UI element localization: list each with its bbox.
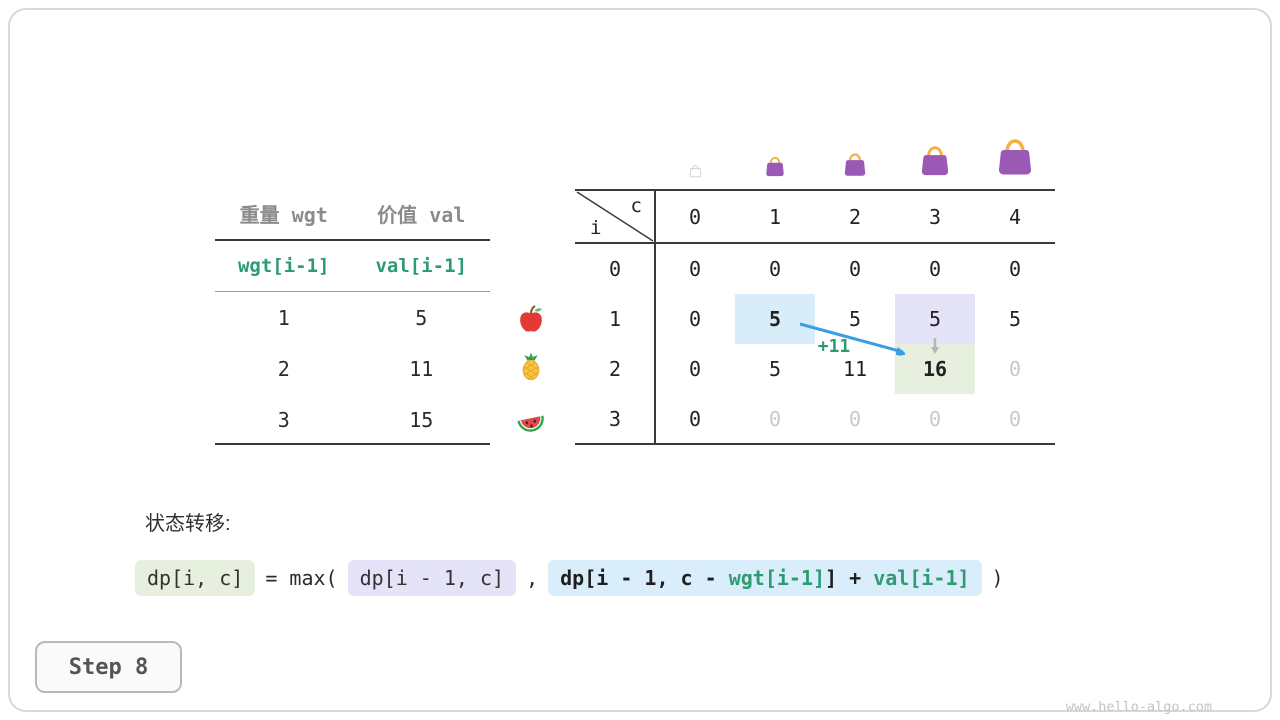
formula-close-paren: ) [991, 566, 1004, 590]
state-transition-heading: 状态转移: [145, 513, 231, 535]
dp-cell-3-4: 0 [1008, 407, 1022, 431]
item1-weight: 1 [277, 305, 290, 330]
bag-outline-icon [688, 163, 703, 178]
weight-table-formula-row: wgt[i-1] val[i-1] [215, 241, 490, 291]
dp-column-headers: 0 1 2 3 4 [655, 191, 1055, 243]
step-badge: Step 8 [35, 641, 182, 693]
dp-cell-1-3: 5 [895, 294, 975, 344]
col-header-0: 0 [688, 205, 702, 229]
dp-table-bottom-line [575, 443, 1055, 445]
dp-row-headers: 0 1 2 3 [576, 244, 654, 444]
item-axis-label: i [590, 217, 602, 239]
item2-weight: 2 [277, 356, 290, 381]
weight-table-row-3: 3 15 [215, 394, 490, 445]
watermelon-icon [515, 405, 547, 437]
dp-table-body: 0 0 0 0 0 0 5 5 5 5 0 5 11 16 0 0 0 0 0 … [655, 244, 1055, 444]
row-header-1: 1 [608, 307, 622, 331]
weight-table-divider-line [215, 291, 490, 292]
col-header-3: 3 [928, 205, 942, 229]
formula-lhs: dp[i, c] [135, 560, 256, 596]
val-formula-label: val[i-1] [375, 255, 467, 277]
dp-corner-cell: c i [575, 191, 655, 243]
formula-option2-prefix: dp[i - 1, c - [560, 566, 729, 590]
dp-cell-0-4: 0 [1008, 257, 1022, 281]
dp-cell-1-4: 5 [1008, 307, 1022, 331]
col-header-1: 1 [768, 205, 782, 229]
dp-cell-2-2: 11 [842, 357, 868, 381]
bag-xlarge-icon [993, 134, 1037, 178]
dp-cell-2-0: 0 [688, 357, 702, 381]
formula-option2: dp[i - 1, c - wgt[i-1]] + val[i-1] [548, 560, 982, 596]
value-header: 价值 val [377, 202, 466, 227]
formula-equals: = max( [265, 566, 338, 590]
dp-cell-1-0: 0 [688, 307, 702, 331]
item3-weight: 3 [277, 407, 290, 432]
formula-option2-mid: ] + [825, 566, 874, 590]
formula-option2-val: val[i-1] [873, 566, 970, 590]
weight-table-row-1: 1 5 [215, 292, 490, 343]
item3-value: 15 [409, 407, 434, 432]
dp-cell-3-1: 0 [768, 407, 782, 431]
pineapple-icon [516, 351, 546, 381]
bag-small-icon [763, 154, 787, 178]
capacity-axis-label: c [630, 195, 642, 217]
row-header-0: 0 [608, 257, 622, 281]
formula-option2-wgt: wgt[i-1] [728, 566, 826, 590]
dp-cell-1-1: 5 [735, 294, 815, 344]
dp-cell-0-0: 0 [688, 257, 702, 281]
col-header-4: 4 [1008, 205, 1022, 229]
weight-header: 重量 wgt [239, 202, 328, 227]
formula-comma: , [526, 566, 539, 590]
weight-table-header-row: 重量 wgt 价值 val [215, 188, 490, 238]
dp-cell-0-1: 0 [768, 257, 782, 281]
item2-value: 11 [409, 356, 434, 381]
bag-large-icon [917, 142, 953, 178]
dp-cell-3-3: 0 [928, 407, 942, 431]
add-value-label: +11 [817, 336, 851, 357]
row-header-2: 2 [608, 357, 622, 381]
dp-cell-0-2: 0 [848, 257, 862, 281]
dp-cell-0-3: 0 [928, 257, 942, 281]
dp-table-top-line [575, 189, 1055, 191]
weight-table-bottom-line [215, 443, 490, 445]
item1-value: 5 [415, 305, 428, 330]
dp-table-header-line [575, 242, 1055, 244]
weight-table-row-2: 2 11 [215, 343, 490, 394]
state-transition-formula: dp[i, c] = max( dp[i - 1, c] , dp[i - 1,… [135, 560, 1004, 596]
watermark: www.hello-algo.com [1065, 699, 1212, 715]
col-header-2: 2 [848, 205, 862, 229]
apple-icon [516, 304, 546, 334]
dp-cell-2-3: 16 [895, 344, 975, 394]
weight-table-header-line [215, 239, 490, 241]
dp-cell-3-0: 0 [688, 407, 702, 431]
wgt-formula-label: wgt[i-1] [237, 255, 330, 277]
bag-medium-icon [841, 150, 869, 178]
dp-table-vertical-line [654, 189, 656, 445]
dp-cell-2-1: 5 [768, 357, 782, 381]
dp-cell-2-4: 0 [1008, 357, 1022, 381]
dp-cell-3-2: 0 [848, 407, 862, 431]
row-header-3: 3 [608, 407, 622, 431]
formula-option1: dp[i - 1, c] [347, 560, 517, 596]
